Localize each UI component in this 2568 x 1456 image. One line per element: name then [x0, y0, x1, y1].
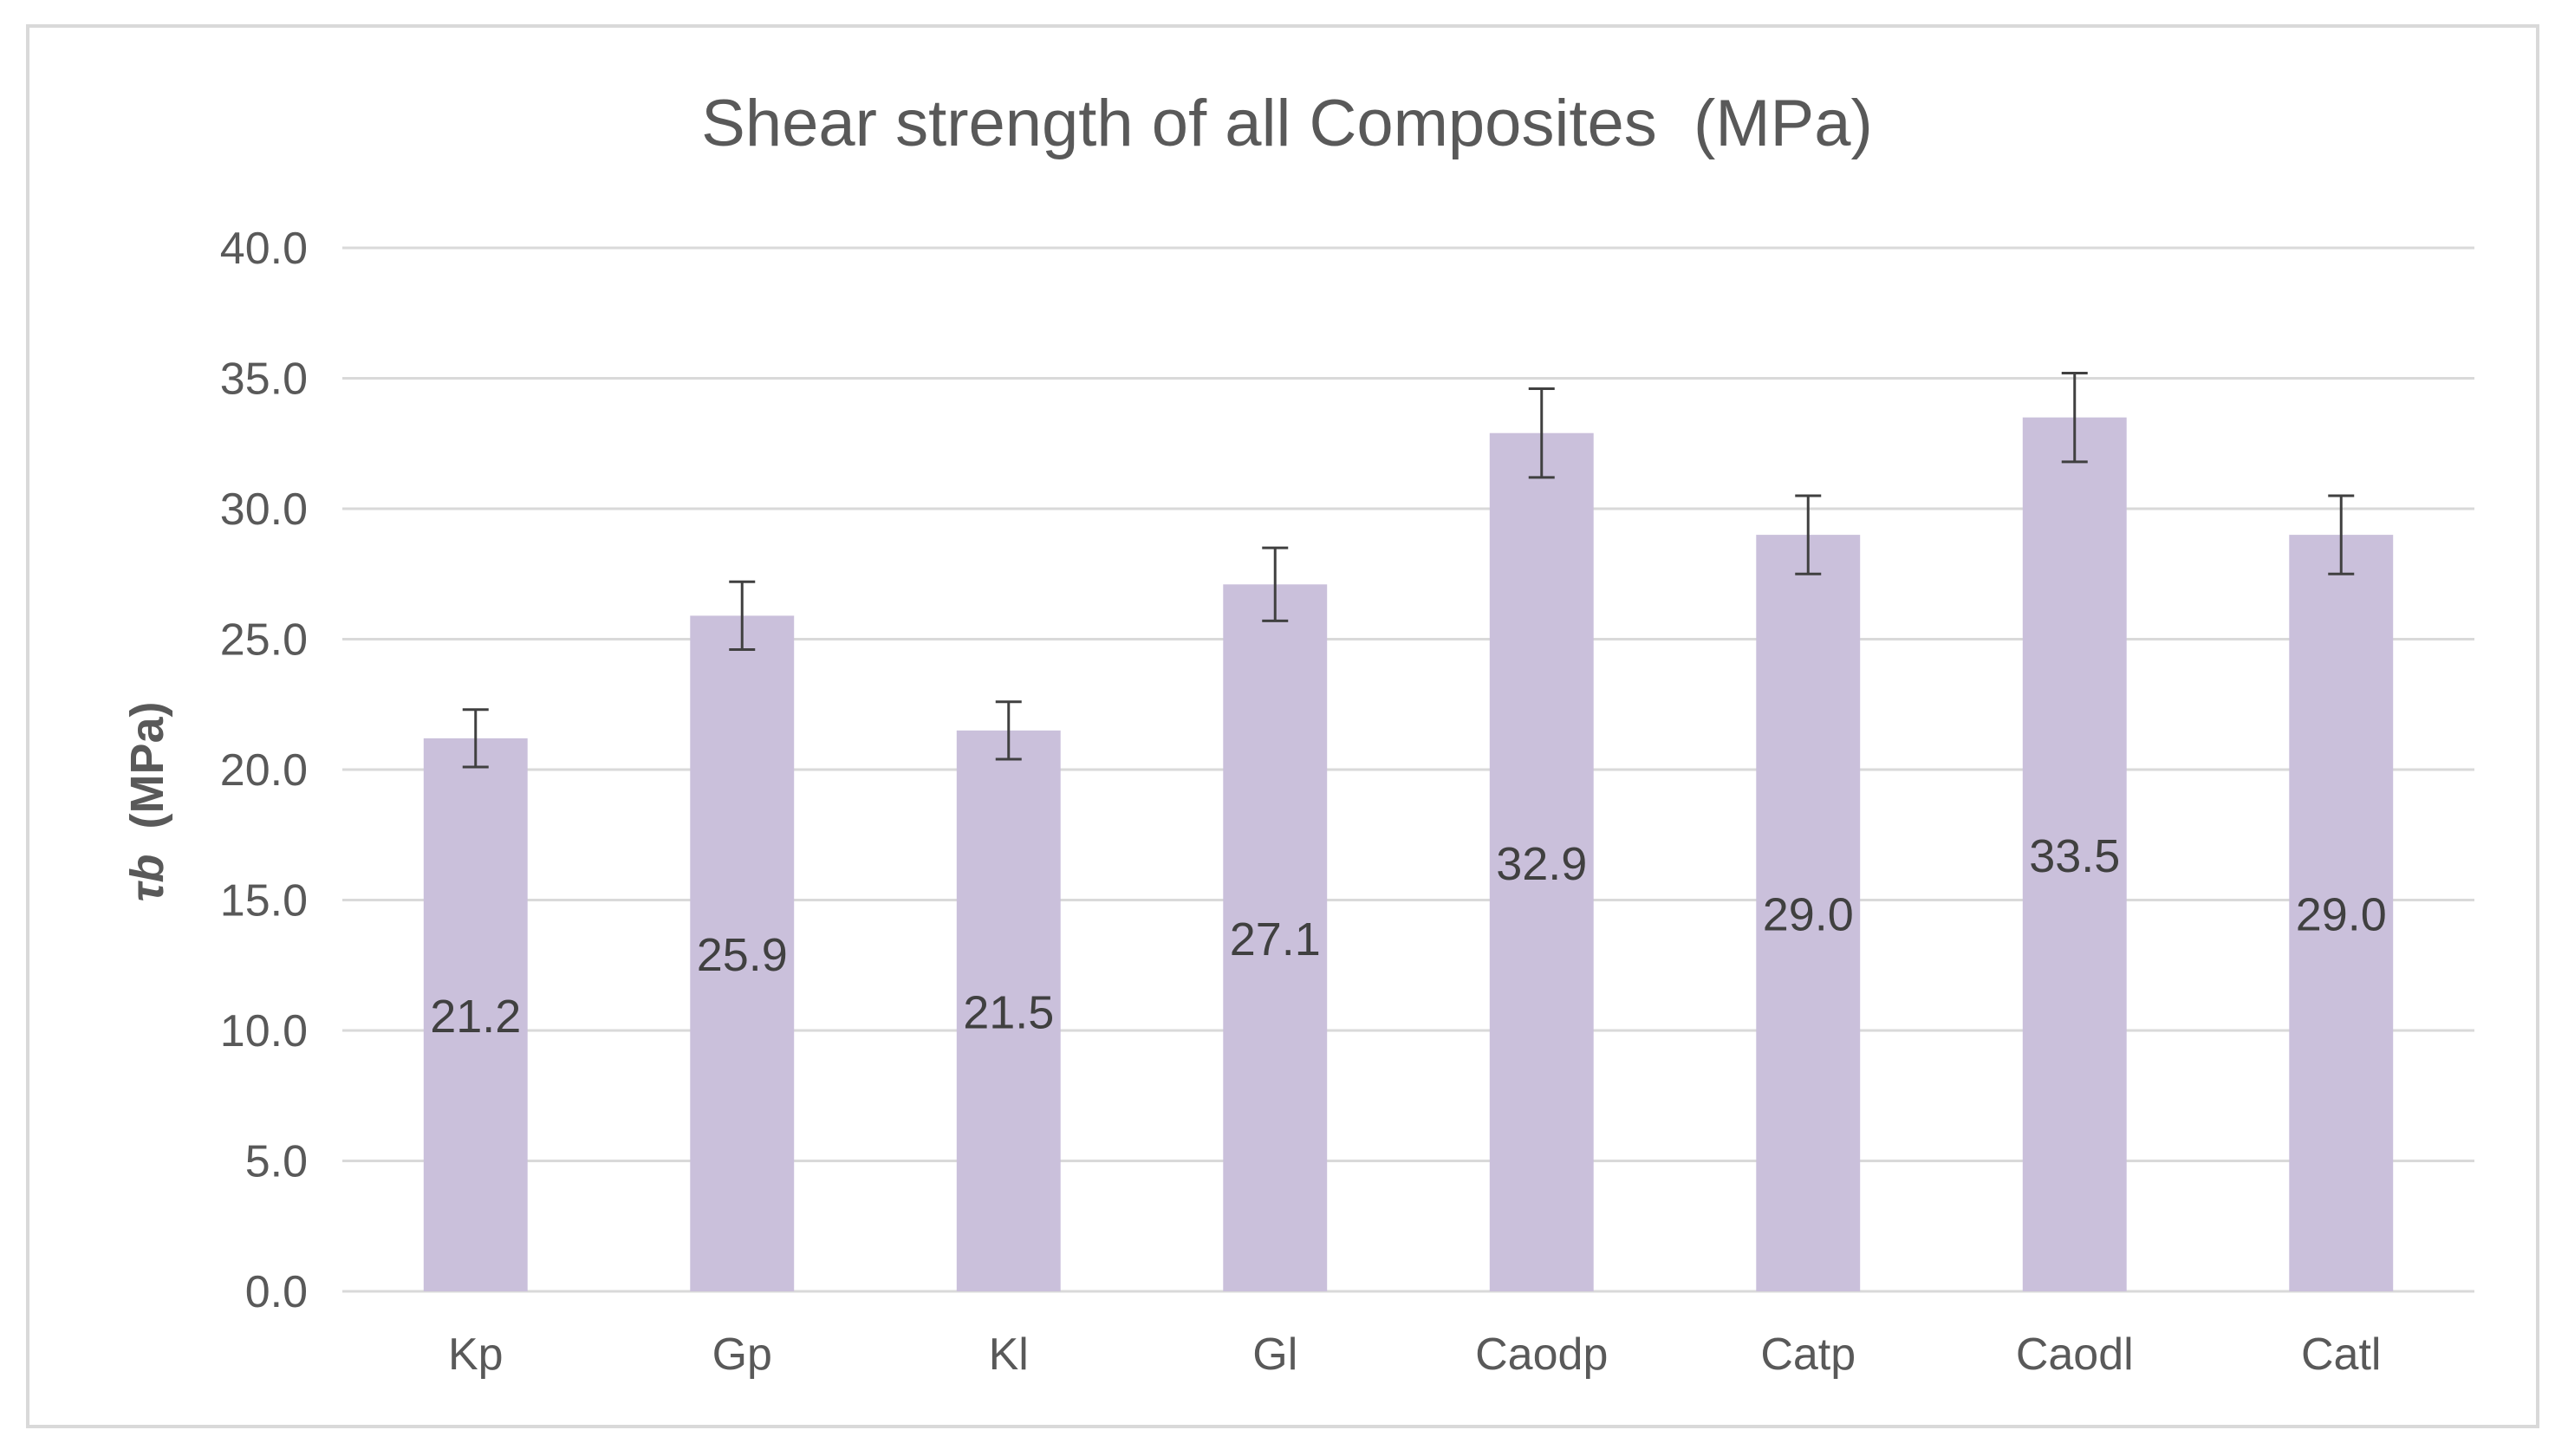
x-category-label: Kl	[989, 1329, 1029, 1380]
y-tick-label: 30.0	[220, 484, 308, 535]
bar-catp	[1756, 535, 1861, 1291]
y-tick-label: 20.0	[220, 745, 308, 796]
y-tick-label: 5.0	[245, 1137, 308, 1187]
bar-gl	[1223, 584, 1328, 1291]
data-label: 21.2	[430, 991, 521, 1043]
y-axis-title-unit: (MPa)	[121, 701, 173, 829]
x-axis-categories: Kp Gp Kl Gl Caodp Catp Caodl Catl	[448, 1329, 2382, 1380]
x-category-label: Caodl	[2016, 1329, 2134, 1380]
bar-kl	[956, 730, 1061, 1291]
y-axis-ticks: 0.0 5.0 10.0 15.0 20.0 25.0 30.0 35.0 40.0	[220, 224, 308, 1317]
bar-caodp	[1489, 432, 1594, 1292]
y-tick-label: 15.0	[220, 876, 308, 926]
data-labels: 21.2 25.9 21.5 27.1 32.9 29.0 33.5 29.0	[430, 830, 2387, 1043]
bars	[423, 417, 2394, 1292]
x-category-label: Catp	[1760, 1329, 1856, 1380]
data-label: 32.9	[1496, 838, 1587, 890]
bar-caodl	[2022, 417, 2127, 1291]
y-tick-label: 0.0	[245, 1267, 308, 1317]
gridlines	[342, 246, 2474, 1293]
x-category-label: Gp	[712, 1329, 772, 1380]
y-tick-label: 40.0	[220, 224, 308, 274]
bar-catl	[2289, 535, 2394, 1291]
y-tick-label: 10.0	[220, 1006, 308, 1056]
x-category-label: Caodp	[1475, 1329, 1608, 1380]
data-label: 27.1	[1230, 913, 1321, 965]
y-tick-label: 25.0	[220, 615, 308, 666]
data-label: 29.0	[1763, 889, 1854, 941]
data-label: 21.5	[963, 986, 1054, 1038]
x-category-label: Gl	[1252, 1329, 1297, 1380]
data-label: 29.0	[2296, 889, 2387, 941]
x-category-label: Kp	[448, 1329, 504, 1380]
data-label: 33.5	[2029, 830, 2120, 882]
error-bars	[462, 371, 2355, 769]
bar-gp	[690, 615, 795, 1291]
x-category-label: Catl	[2301, 1329, 2381, 1380]
bar-kp	[423, 738, 528, 1291]
y-tick-label: 35.0	[220, 354, 308, 405]
data-label: 25.9	[697, 929, 788, 981]
y-axis-title-symbol: τb	[121, 854, 173, 901]
y-axis-title: τb (MPa)	[121, 701, 173, 901]
chart-title: Shear strength of all Composites (MPa)	[701, 87, 1873, 160]
